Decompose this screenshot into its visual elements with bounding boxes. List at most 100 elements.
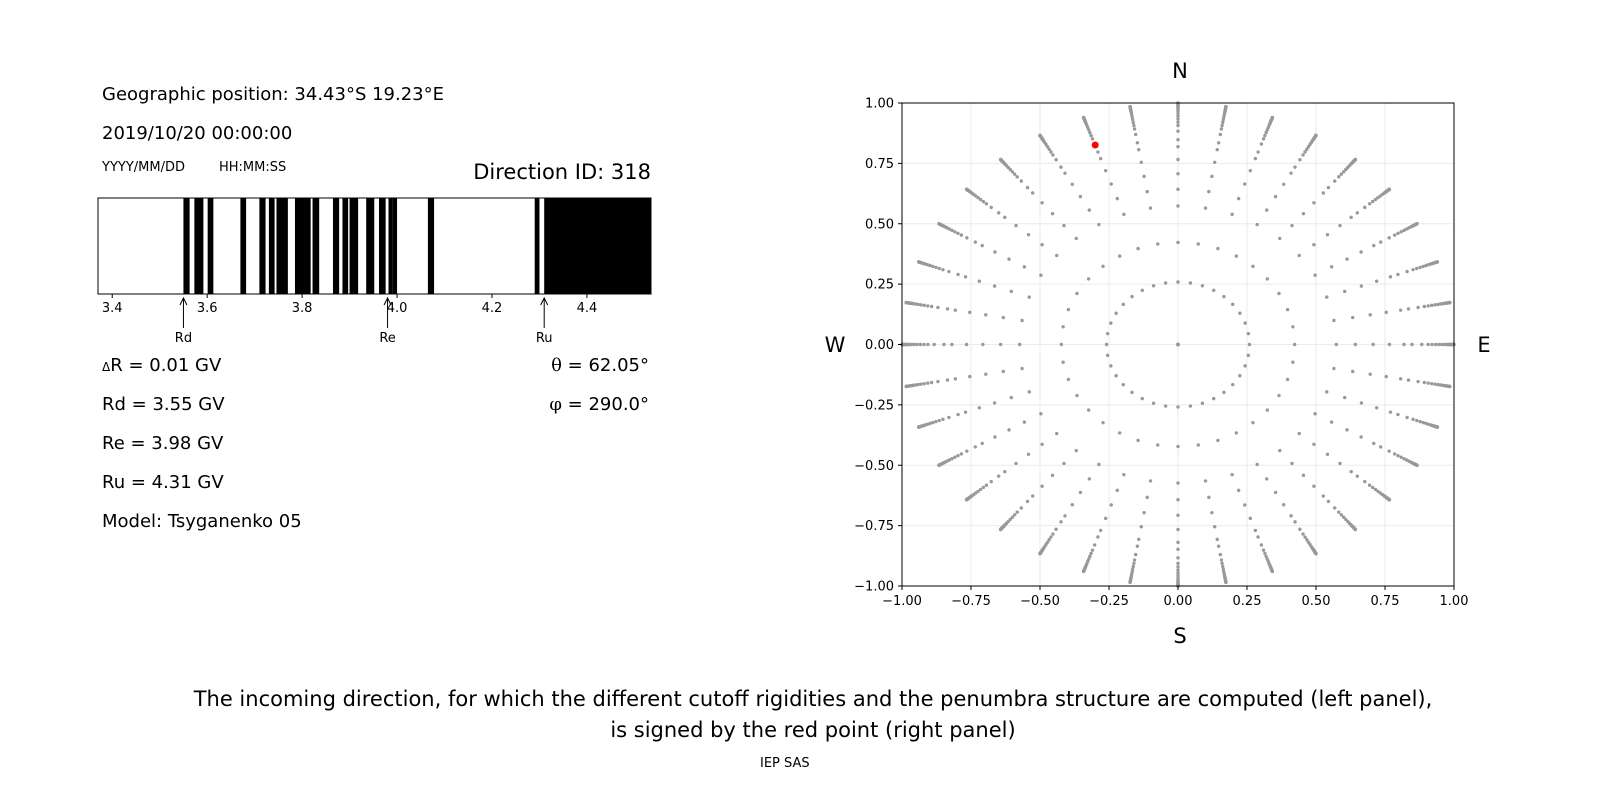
direction-point [1261, 548, 1266, 552]
direction-point [1265, 477, 1269, 481]
direction-point [1163, 281, 1168, 285]
compass-east: E [1477, 333, 1490, 357]
direction-point [1089, 133, 1093, 138]
direction-point [1135, 141, 1140, 145]
direction-point [1176, 187, 1180, 191]
direction-point [984, 372, 988, 376]
direction-point [1176, 561, 1180, 566]
direction-point [1012, 172, 1017, 176]
direction-point [1255, 222, 1259, 227]
direction-point [1030, 494, 1035, 498]
direction-point [1321, 191, 1326, 195]
direction-point [912, 342, 916, 347]
direction-point [1176, 117, 1180, 121]
direction-point [1314, 133, 1318, 138]
direction-point [1430, 342, 1434, 347]
forbidden-band [183, 198, 190, 294]
forbidden-band [366, 198, 375, 294]
direction-point [1216, 141, 1221, 145]
direction-point [1415, 463, 1419, 467]
direction-point [1088, 554, 1092, 559]
direction-point [1221, 117, 1226, 122]
forbidden-band [379, 198, 386, 294]
direction-point [1020, 366, 1024, 371]
direction-point [1418, 265, 1422, 270]
direction-point [1411, 267, 1415, 272]
direction-point [1353, 157, 1358, 162]
direction-point [1156, 443, 1160, 447]
direction-point [1203, 206, 1208, 210]
direction-point [1370, 199, 1375, 204]
direction-point [1373, 197, 1378, 202]
direction-point [1063, 514, 1067, 518]
compass-south: S [1173, 624, 1186, 648]
direction-id: Direction ID: 318 [473, 160, 651, 184]
direction-point [1220, 561, 1224, 566]
direction-point [941, 267, 945, 272]
direction-point [1265, 277, 1270, 281]
direction-point [1087, 208, 1091, 212]
direction-point [1305, 147, 1309, 151]
direction-point [1103, 168, 1108, 173]
direction-point [1213, 160, 1217, 165]
phi-value: φ = 290.0° [549, 394, 649, 415]
direction-point [1321, 494, 1326, 498]
direction-point [1059, 520, 1063, 524]
direction-point [1326, 499, 1331, 504]
direction-point [1105, 331, 1110, 336]
direction-point [1176, 527, 1180, 532]
direction-point [1020, 318, 1024, 323]
direction-point [1027, 390, 1031, 394]
direction-point [1039, 273, 1043, 277]
direction-point [1238, 311, 1242, 315]
direction-point [916, 260, 921, 264]
direction-point [1372, 441, 1376, 446]
direction-point [1415, 222, 1419, 226]
direction-point [1188, 404, 1193, 408]
direction-point [932, 342, 936, 347]
direction-point [1221, 120, 1225, 125]
x-tick-label: 4.0 [387, 301, 408, 316]
marker-label: Rd [175, 331, 192, 346]
direction-point [1115, 488, 1120, 493]
direction-point [919, 382, 923, 386]
direction-point [1055, 253, 1059, 258]
direction-point [1216, 246, 1220, 251]
direction-point [1345, 257, 1349, 261]
direction-point [1339, 513, 1344, 517]
direction-point [1151, 284, 1156, 288]
direction-point [1142, 174, 1146, 179]
direction-point [936, 379, 940, 384]
x-tick-label: 0.00 [1164, 594, 1193, 609]
direction-point [1176, 498, 1180, 502]
direction-point [1176, 157, 1180, 162]
direction-point [1406, 378, 1411, 382]
direction-point [1040, 201, 1044, 205]
caption-line-1: The incoming direction, for which the di… [193, 687, 1433, 711]
direction-point [1303, 150, 1307, 154]
y-tick-label: −0.50 [854, 459, 894, 474]
direction-point [1014, 223, 1018, 228]
forbidden-band [349, 198, 359, 294]
direction-point [1070, 503, 1074, 507]
direction-point [1212, 288, 1216, 293]
direction-point [1334, 342, 1339, 347]
direction-point [926, 381, 930, 385]
direction-point [941, 417, 945, 422]
direction-point [1176, 405, 1180, 409]
direction-point [1422, 304, 1427, 309]
direction-point [1236, 488, 1241, 493]
direction-point [1215, 147, 1219, 152]
direction-point [1200, 284, 1205, 288]
direction-point [1210, 510, 1214, 515]
direction-point [1345, 428, 1349, 432]
direction-point [1087, 477, 1091, 481]
direction-point [1220, 123, 1224, 128]
direction-point [1148, 479, 1153, 483]
direction-point [1078, 490, 1083, 495]
direction-point [1282, 182, 1286, 186]
direction-point [993, 435, 997, 439]
y-tick-label: 0.75 [865, 157, 894, 172]
direction-point [1030, 191, 1035, 195]
direction-point [989, 479, 993, 484]
